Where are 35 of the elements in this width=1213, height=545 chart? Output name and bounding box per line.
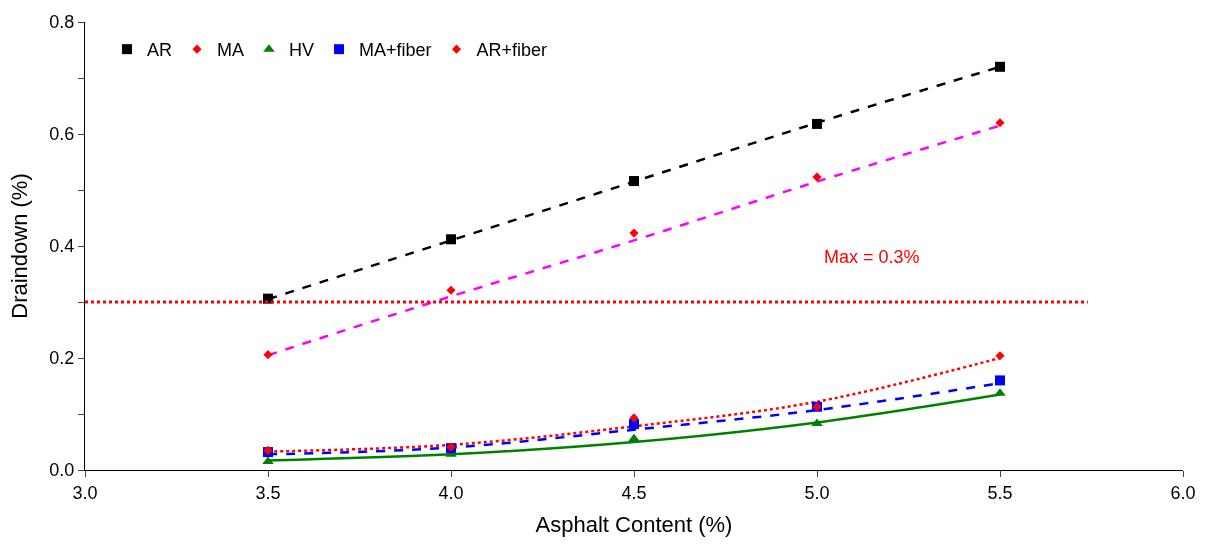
point [629,413,639,423]
x-tick-label: 3.5 [255,482,281,503]
point [812,118,822,129]
point [995,351,1005,361]
x-tick-label: 5.5 [987,482,1013,503]
legend-label: AR+fiber [476,40,548,61]
legend-label: AR [146,40,172,61]
y-axis-title: Draindown (%) [7,173,33,319]
x-tick-label: 3.0 [72,482,98,503]
point [995,375,1005,386]
y-tick-label: 0.0 [49,460,75,481]
y-tick-label: 0.4 [49,236,75,257]
point [629,176,639,187]
point [262,456,274,465]
point [263,350,273,360]
point [812,172,822,182]
legend-label: MA [216,40,244,61]
point [995,61,1005,72]
x-axis-title: Asphalt Content (%) [535,512,733,538]
legend-label: HV [288,40,314,61]
x-tick-label: 6.0 [1170,482,1196,503]
point [995,118,1005,128]
point [811,418,823,427]
point [446,285,456,295]
x-tick-label: 5.0 [804,482,830,503]
x-tick-label: 4.5 [621,482,647,503]
y-tick-label: 0.8 [49,12,75,33]
y-tick-label: 0.6 [49,124,75,145]
point [629,228,639,238]
point [628,433,640,442]
x-tick-label: 4.0 [438,482,464,503]
point [446,234,456,245]
y-tick-label: 0.2 [49,348,75,369]
ref-line-label: Max = 0.3% [824,247,920,267]
legend-label: MA+fiber [358,40,432,61]
